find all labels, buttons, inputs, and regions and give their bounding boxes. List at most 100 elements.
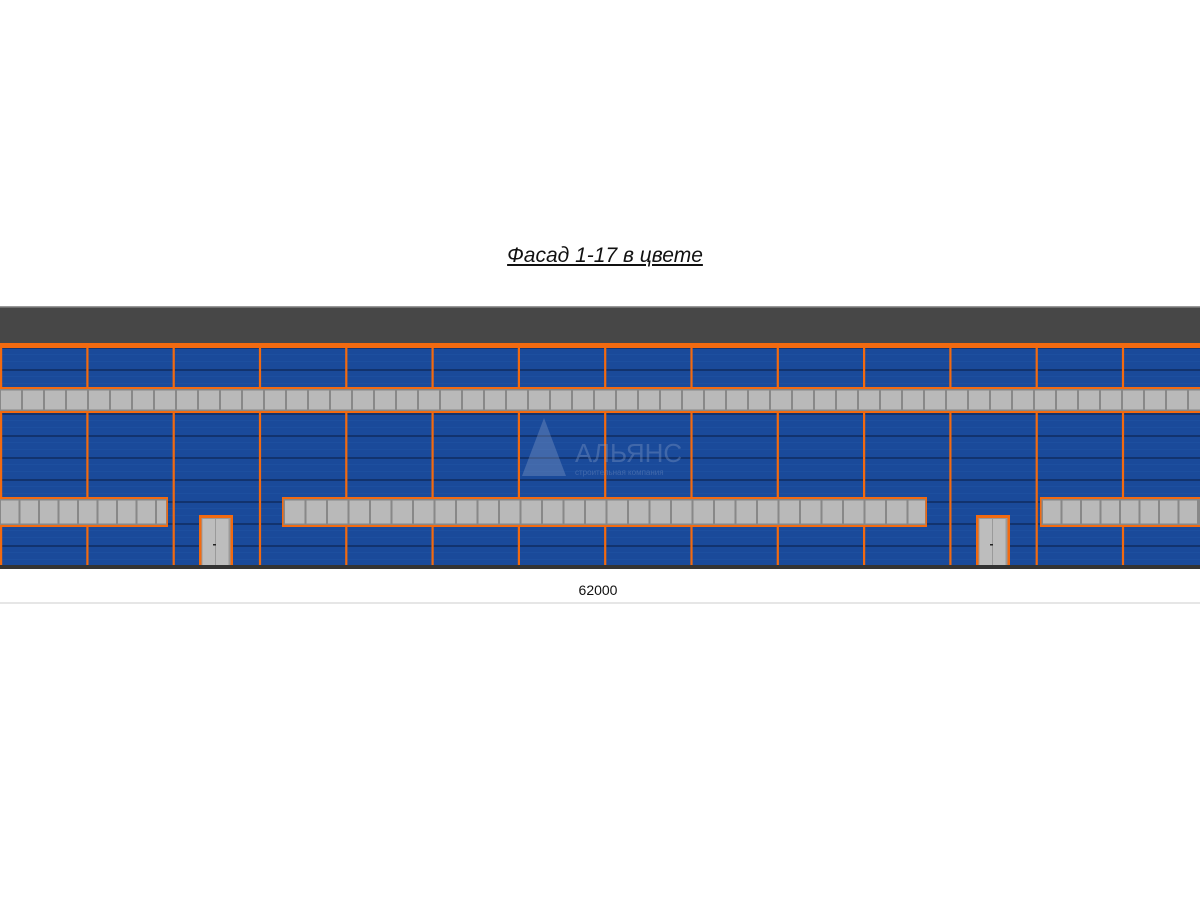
window-pane (221, 390, 241, 410)
window-pane (617, 390, 637, 410)
window-pane (67, 390, 87, 410)
roof (0, 307, 1200, 343)
window-pane (779, 500, 799, 524)
window-pane (177, 390, 197, 410)
window-pane (586, 500, 606, 524)
window-pane (705, 390, 725, 410)
column-trim (690, 348, 693, 565)
window-pane (414, 500, 434, 524)
window-pane (715, 500, 735, 524)
window-pane (543, 500, 563, 524)
watermark-logo: АЛЬЯНС строительная компания (522, 418, 682, 477)
window-pane (650, 500, 670, 524)
window-pane (564, 500, 584, 524)
window-pane (822, 500, 842, 524)
window-pane (661, 390, 681, 410)
window-pane (1145, 390, 1165, 410)
door-leaf (216, 519, 229, 565)
door-leaf (979, 519, 992, 565)
column-trim (0, 348, 3, 565)
window-pane (137, 500, 155, 524)
window-pane (20, 500, 38, 524)
window-pane (1, 500, 19, 524)
column-trim (949, 348, 952, 565)
window-pane (947, 390, 967, 410)
window-pane (371, 500, 391, 524)
column-trim (604, 348, 607, 565)
window-pane (485, 390, 505, 410)
window-pane (23, 390, 43, 410)
door-leaf (202, 519, 215, 565)
column-trim (776, 348, 779, 565)
window-pane (1, 390, 21, 410)
window-pane (155, 390, 175, 410)
window-pane (392, 500, 412, 524)
window-pane (457, 500, 477, 524)
door-handle (990, 544, 993, 546)
window-pane (887, 500, 907, 524)
window-pane (639, 390, 659, 410)
column-trim (172, 348, 175, 565)
window-pane (1189, 390, 1200, 410)
door-handle (213, 544, 216, 546)
window-pane (1035, 390, 1055, 410)
window-pane (771, 390, 791, 410)
window-pane (1121, 500, 1139, 524)
window-pane (859, 390, 879, 410)
window-pane (500, 500, 520, 524)
window-bands (0, 387, 1200, 527)
window-pane (157, 500, 166, 524)
window-pane (595, 390, 615, 410)
svg-text:АЛЬЯНС: АЛЬЯНС (575, 438, 682, 468)
overall-dimension: 62000 (578, 582, 618, 598)
window-pane (1043, 500, 1061, 524)
roof-edge (0, 306, 1200, 308)
column-trim (86, 348, 89, 565)
window-pane (265, 390, 285, 410)
window-pane (309, 390, 329, 410)
window-pane (199, 390, 219, 410)
window-pane (243, 390, 263, 410)
column-trim (1035, 348, 1038, 565)
window-pane (507, 390, 527, 410)
window-pane (629, 500, 649, 524)
window-pane (749, 390, 769, 410)
window-pane (419, 390, 439, 410)
window-pane (693, 500, 713, 524)
column-trims (0, 348, 1125, 565)
window-pane (1167, 390, 1187, 410)
column-trim (258, 348, 262, 565)
window-pane (98, 500, 116, 524)
window-pane (1160, 500, 1178, 524)
window-pane (89, 390, 109, 410)
window-pane (45, 390, 65, 410)
window-pane (111, 390, 131, 410)
window-pane (865, 500, 885, 524)
window-pane (529, 390, 549, 410)
window-pane (991, 390, 1011, 410)
window-pane (441, 390, 461, 410)
window-pane (79, 500, 97, 524)
column-trim (345, 348, 348, 565)
window-pane (758, 500, 778, 524)
window-pane (672, 500, 692, 524)
window-pane (40, 500, 58, 524)
door-leaf (993, 519, 1006, 565)
window-pane (793, 390, 813, 410)
window-pane (908, 500, 925, 524)
window-pane (349, 500, 369, 524)
window-pane (59, 500, 77, 524)
window-pane (1057, 390, 1077, 410)
window-pane (353, 390, 373, 410)
window-pane (1140, 500, 1158, 524)
window-pane (1062, 500, 1080, 524)
window-pane (736, 500, 756, 524)
window-pane (306, 500, 326, 524)
window-pane (1101, 500, 1119, 524)
window-pane (1013, 390, 1033, 410)
window-pane (287, 390, 307, 410)
window-pane (607, 500, 627, 524)
window-pane (285, 500, 305, 524)
window-pane (397, 390, 417, 410)
